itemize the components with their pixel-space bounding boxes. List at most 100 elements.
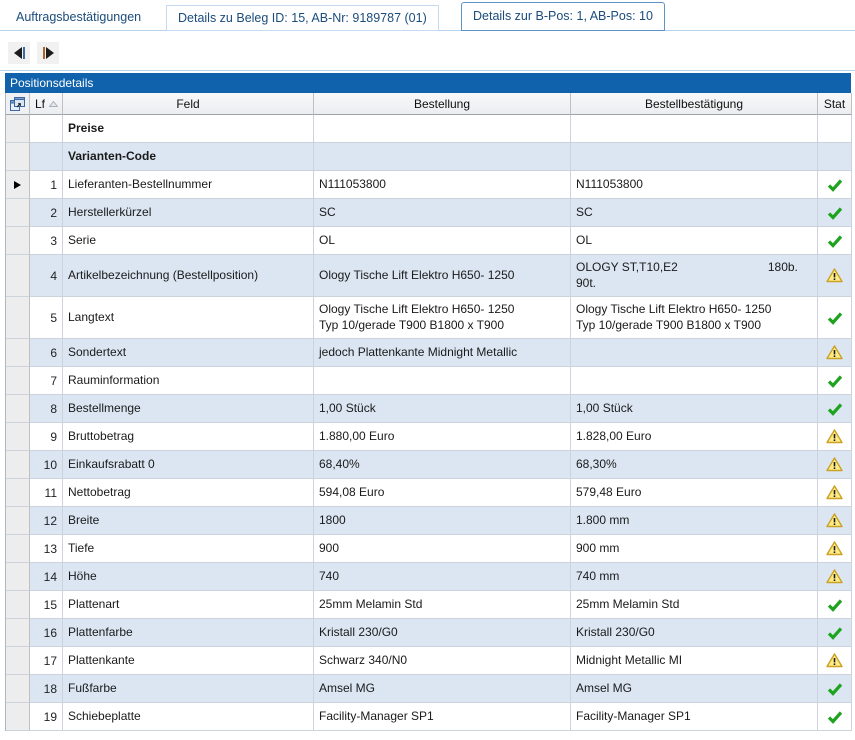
bestellung-cell[interactable]: N111053800 bbox=[314, 171, 571, 199]
table-row[interactable]: 2 Herstellerkürzel SC SC bbox=[6, 199, 853, 227]
table-row[interactable]: 9 Bruttobetrag 1.880,00 Euro 1.828,00 Eu… bbox=[6, 423, 853, 451]
row-selector-cell[interactable] bbox=[6, 619, 30, 647]
bestellbestaetigung-cell[interactable]: 740 mm bbox=[571, 563, 818, 591]
row-selector-cell[interactable] bbox=[6, 297, 30, 339]
table-row[interactable]: Preise bbox=[6, 115, 853, 143]
bestellbestaetigung-cell[interactable]: N111053800 bbox=[571, 171, 818, 199]
bestellung-cell[interactable]: OL bbox=[314, 227, 571, 255]
bestellung-cell[interactable]: Ology Tische Lift Elektro H650- 1250 bbox=[314, 255, 571, 297]
row-selector-cell[interactable] bbox=[6, 451, 30, 479]
feld-cell[interactable]: Plattenfarbe bbox=[63, 619, 314, 647]
feld-cell[interactable]: Lieferanten-Bestellnummer bbox=[63, 171, 314, 199]
column-header-stat[interactable]: Stat bbox=[818, 93, 852, 115]
bestellbestaetigung-cell[interactable]: Facility-Manager SP1 bbox=[571, 703, 818, 731]
table-row[interactable]: 4 Artikelbezeichnung (Bestellposition) O… bbox=[6, 255, 853, 297]
bestellbestaetigung-cell[interactable]: 1.800 mm bbox=[571, 507, 818, 535]
bestellung-cell[interactable]: 68,40% bbox=[314, 451, 571, 479]
row-selector-cell[interactable] bbox=[6, 227, 30, 255]
table-row[interactable]: 8 Bestellmenge 1,00 Stück 1,00 Stück bbox=[6, 395, 853, 423]
feld-cell[interactable]: Preise bbox=[63, 115, 314, 143]
bestellung-cell[interactable]: 25mm Melamin Std bbox=[314, 591, 571, 619]
bestellbestaetigung-cell[interactable]: 25mm Melamin Std bbox=[571, 591, 818, 619]
bestellung-cell[interactable]: Ology Tische Lift Elektro H650- 1250 Typ… bbox=[314, 297, 571, 339]
feld-cell[interactable]: Plattenart bbox=[63, 591, 314, 619]
bestellbestaetigung-cell[interactable]: 579,48 Euro bbox=[571, 479, 818, 507]
table-row[interactable]: 17 Plattenkante Schwarz 340/N0 Midnight … bbox=[6, 647, 853, 675]
row-selector-cell[interactable] bbox=[6, 255, 30, 297]
feld-cell[interactable]: Plattenkante bbox=[63, 647, 314, 675]
row-selector-cell[interactable] bbox=[6, 423, 30, 451]
feld-cell[interactable]: Rauminformation bbox=[63, 367, 314, 395]
feld-cell[interactable]: Artikelbezeichnung (Bestellposition) bbox=[63, 255, 314, 297]
table-row[interactable]: 18 Fußfarbe Amsel MG Amsel MG bbox=[6, 675, 853, 703]
row-selector-cell[interactable] bbox=[6, 535, 30, 563]
bestellung-cell[interactable]: 1,00 Stück bbox=[314, 395, 571, 423]
table-row[interactable]: 15 Plattenart 25mm Melamin Std 25mm Mela… bbox=[6, 591, 853, 619]
next-record-button[interactable] bbox=[37, 42, 59, 64]
bestellung-cell[interactable]: 900 bbox=[314, 535, 571, 563]
feld-cell[interactable]: Höhe bbox=[63, 563, 314, 591]
bestellbestaetigung-cell[interactable]: Kristall 230/G0 bbox=[571, 619, 818, 647]
table-row[interactable]: Varianten-Code bbox=[6, 143, 853, 171]
feld-cell[interactable]: Breite bbox=[63, 507, 314, 535]
table-row[interactable]: 5 Langtext Ology Tische Lift Elektro H65… bbox=[6, 297, 853, 339]
bestellung-cell[interactable]: Schwarz 340/N0 bbox=[314, 647, 571, 675]
feld-cell[interactable]: Varianten-Code bbox=[63, 143, 314, 171]
feld-cell[interactable]: Fußfarbe bbox=[63, 675, 314, 703]
column-header-bestellung[interactable]: Bestellung bbox=[314, 93, 571, 115]
bestellbestaetigung-cell[interactable]: OL bbox=[571, 227, 818, 255]
bestellbestaetigung-cell[interactable] bbox=[571, 367, 818, 395]
bestellung-cell[interactable]: 594,08 Euro bbox=[314, 479, 571, 507]
row-selector-cell[interactable] bbox=[6, 591, 30, 619]
feld-cell[interactable]: Schiebeplatte bbox=[63, 703, 314, 731]
feld-cell[interactable]: Sondertext bbox=[63, 339, 314, 367]
feld-cell[interactable]: Bruttobetrag bbox=[63, 423, 314, 451]
row-selector-cell[interactable] bbox=[6, 199, 30, 227]
feld-cell[interactable]: Herstellerkürzel bbox=[63, 199, 314, 227]
bestellbestaetigung-cell[interactable] bbox=[571, 115, 818, 143]
bestellbestaetigung-cell[interactable]: Amsel MG bbox=[571, 675, 818, 703]
tab-details-beleg[interactable]: Details zu Beleg ID: 15, AB-Nr: 9189787 … bbox=[166, 5, 439, 31]
bestellbestaetigung-cell[interactable] bbox=[571, 339, 818, 367]
bestellung-cell[interactable]: Facility-Manager SP1 bbox=[314, 703, 571, 731]
row-selector-cell[interactable] bbox=[6, 507, 30, 535]
bestellung-cell[interactable]: SC bbox=[314, 199, 571, 227]
bestellung-cell[interactable]: 740 bbox=[314, 563, 571, 591]
bestellung-cell[interactable] bbox=[314, 143, 571, 171]
bestellbestaetigung-cell[interactable]: SC bbox=[571, 199, 818, 227]
table-row[interactable]: 1 Lieferanten-Bestellnummer N111053800 N… bbox=[6, 171, 853, 199]
table-row[interactable]: 12 Breite 1800 1.800 mm bbox=[6, 507, 853, 535]
bestellung-cell[interactable]: jedoch Plattenkante Midnight Metallic bbox=[314, 339, 571, 367]
row-selector-cell[interactable] bbox=[6, 115, 30, 143]
table-row[interactable]: 14 Höhe 740 740 mm bbox=[6, 563, 853, 591]
bestellbestaetigung-cell[interactable]: 1.828,00 Euro bbox=[571, 423, 818, 451]
row-selector-cell[interactable] bbox=[6, 479, 30, 507]
tab-auftragsbestaetigungen[interactable]: Auftragsbestätigungen bbox=[16, 10, 142, 24]
bestellbestaetigung-cell[interactable]: Ology Tische Lift Elektro H650- 1250 Typ… bbox=[571, 297, 818, 339]
table-row[interactable]: 16 Plattenfarbe Kristall 230/G0 Kristall… bbox=[6, 619, 853, 647]
row-selector-cell[interactable] bbox=[6, 367, 30, 395]
table-row[interactable]: 6 Sondertext jedoch Plattenkante Midnigh… bbox=[6, 339, 853, 367]
row-selector-cell[interactable] bbox=[6, 563, 30, 591]
column-header-feld[interactable]: Feld bbox=[63, 93, 314, 115]
column-header-bestellbestaetigung[interactable]: Bestellbestätigung bbox=[571, 93, 818, 115]
tab-details-bpos[interactable]: Details zur B-Pos: 1, AB-Pos: 10 bbox=[461, 2, 665, 31]
bestellbestaetigung-cell[interactable]: OLOGY ST,T10,E2 180b. 90t. bbox=[571, 255, 818, 297]
row-selector-cell[interactable] bbox=[6, 647, 30, 675]
table-row[interactable]: 3 Serie OL OL bbox=[6, 227, 853, 255]
row-selector-cell[interactable] bbox=[6, 703, 30, 731]
customize-grid-button[interactable] bbox=[6, 93, 30, 115]
bestellbestaetigung-cell[interactable]: 900 mm bbox=[571, 535, 818, 563]
row-selector-cell[interactable] bbox=[6, 171, 30, 199]
feld-cell[interactable]: Serie bbox=[63, 227, 314, 255]
feld-cell[interactable]: Einkaufsrabatt 0 bbox=[63, 451, 314, 479]
column-header-lf[interactable]: Lf bbox=[30, 93, 63, 115]
row-selector-cell[interactable] bbox=[6, 339, 30, 367]
bestellung-cell[interactable]: Kristall 230/G0 bbox=[314, 619, 571, 647]
bestellung-cell[interactable]: 1.880,00 Euro bbox=[314, 423, 571, 451]
table-row[interactable]: 7 Rauminformation bbox=[6, 367, 853, 395]
row-selector-cell[interactable] bbox=[6, 143, 30, 171]
table-row[interactable]: 19 Schiebeplatte Facility-Manager SP1 Fa… bbox=[6, 703, 853, 731]
row-selector-cell[interactable] bbox=[6, 675, 30, 703]
feld-cell[interactable]: Langtext bbox=[63, 297, 314, 339]
